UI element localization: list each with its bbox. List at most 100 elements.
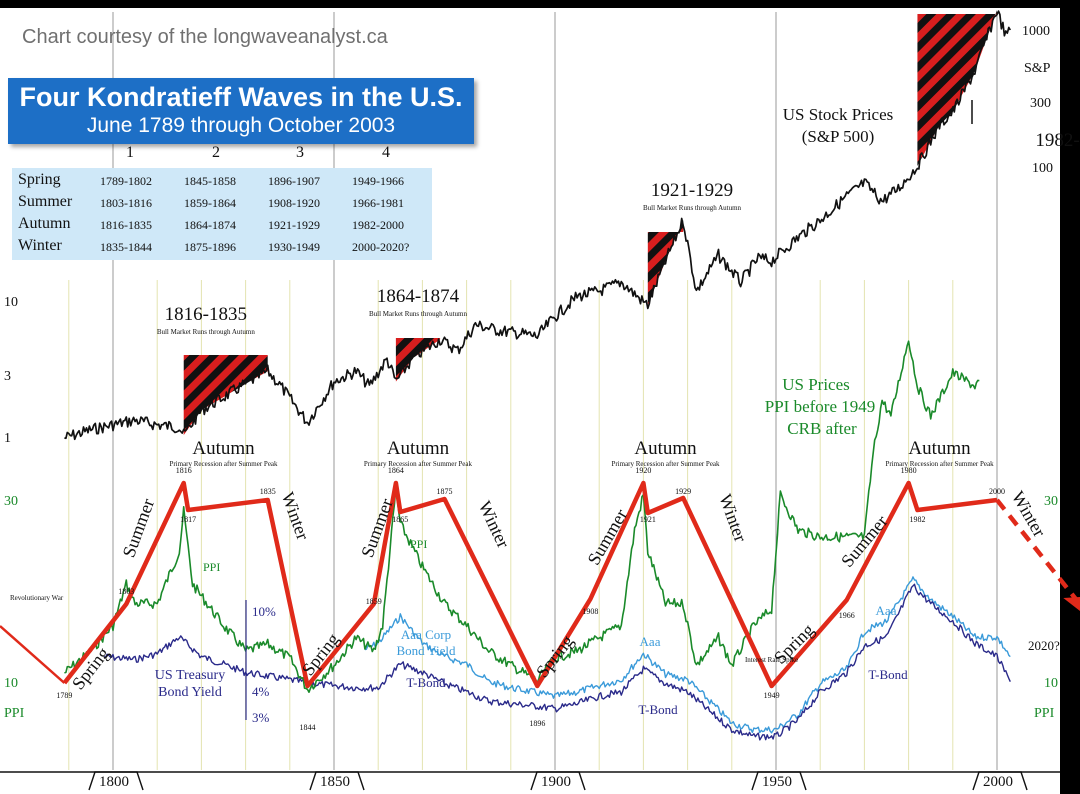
table-cell: 1930-1949 <box>268 240 320 254</box>
bull-market-region <box>917 10 997 166</box>
kwave-year-label: 1920 <box>635 466 651 475</box>
us-prices-label: PPI before 1949 <box>765 397 875 416</box>
primary-recession-note: Primary Recession after Summer Peak <box>364 460 473 468</box>
kwave-forecast <box>995 498 1079 602</box>
table-cell: 1835-1844 <box>100 240 152 254</box>
table-cell: 1864-1874 <box>184 218 236 232</box>
kwave-year-label: 1817 <box>180 515 196 524</box>
kwave-year-label: 1865 <box>392 515 408 524</box>
x-tick-label: 2000 <box>983 774 1013 790</box>
tbond-tag: T-Bond <box>406 675 446 690</box>
primary-recession-note: Primary Recession after Summer Peak <box>885 460 994 468</box>
kwave-lead <box>0 625 66 684</box>
kwave-year-label: 1864 <box>388 466 404 475</box>
series-line-aaa <box>364 576 1011 734</box>
table-cell: 1875-1896 <box>184 240 236 254</box>
x-tick-tab <box>88 771 144 791</box>
table-cell: 1859-1864 <box>184 196 236 210</box>
x-tick-label: 1850 <box>320 774 350 790</box>
left-axis-tick: 30 <box>4 494 18 509</box>
table-season: Spring <box>18 171 61 188</box>
ppi-tag: PPI <box>203 560 220 574</box>
x-tick-label: 1950 <box>762 774 792 790</box>
bull-market-note: Bull Market Runs through Autumn <box>157 328 256 336</box>
chart-credit: Chart courtesy of the longwaveanalyst.ca <box>22 26 388 48</box>
right-axis-tick: 100 <box>1032 161 1053 176</box>
aaa-tag: Aaa <box>640 634 661 649</box>
series-line-tbond <box>103 583 1011 741</box>
series-line-ppi <box>64 340 980 693</box>
bull-market-note: Bull Market Runs through Autumn <box>369 310 468 318</box>
tbond-tag: T-Bond <box>868 667 908 682</box>
kwave-year-label: 1835 <box>260 487 276 496</box>
wave-table: Spring 1789-1802 1845-1858 1896-1907 194… <box>12 168 432 260</box>
kwave-year-label: 1859 <box>366 597 382 606</box>
table-row: Summer 1803-1816 1859-1864 1908-1920 196… <box>12 193 432 215</box>
table-cell: 1816-1835 <box>100 218 152 232</box>
season-label: Autumn <box>908 438 971 459</box>
kwave-year-label: 1929 <box>675 487 691 496</box>
left-axis-label: PPI <box>4 706 25 721</box>
stock-prices-label: US Stock Prices <box>783 105 894 124</box>
table-season: Winter <box>18 237 62 254</box>
table-col-3: 3 <box>296 144 304 161</box>
right-axis-label: PPI <box>1034 706 1055 721</box>
table-cell: 1789-1802 <box>100 174 152 188</box>
left-axis-tick: 3 <box>4 369 11 384</box>
bull-market-label: 1982-2000 <box>1035 130 1080 151</box>
kwave-year-label: 1803 <box>118 587 134 596</box>
table-cell: 1949-1966 <box>352 174 404 188</box>
kwave-year-label: 1980 <box>901 466 917 475</box>
kwave-year-label: 1908 <box>582 607 598 616</box>
x-tick-tab <box>972 771 1028 791</box>
bull-market-region <box>395 338 441 382</box>
kwave-year-label: 1875 <box>437 487 453 496</box>
table-cell: 1921-1929 <box>268 218 320 232</box>
kwave-year-label: 1816 <box>176 466 192 475</box>
bull-market-label: 1921-1929 <box>651 180 733 201</box>
right-axis-tick: 1000 <box>1022 24 1050 39</box>
kwave-year-label: 1921 <box>640 515 656 524</box>
kwave-year-label: 2000 <box>989 487 1005 496</box>
left-axis-tick: 10 <box>4 295 18 310</box>
kwave-year-label: 2020? <box>1028 638 1060 653</box>
title-box: Four Kondratieff Waves in the U.S. June … <box>8 78 474 144</box>
table-cell: 1803-1816 <box>100 196 152 210</box>
kwave-year-label: 1982 <box>909 515 925 524</box>
ppi-tag: PPI <box>410 537 427 551</box>
table-season: Autumn <box>18 215 71 232</box>
yield-axis-tick: 10% <box>252 604 276 619</box>
stock-prices-label: (S&P 500) <box>802 127 875 146</box>
bull-market-label: 1816-1835 <box>165 304 247 325</box>
bull-market-label: 1864-1874 <box>377 286 460 307</box>
series-line-stocks <box>64 10 1012 441</box>
us-treasury-label: Bond Yield <box>158 685 222 700</box>
season-label: Autumn <box>387 438 450 459</box>
left-axis-tick: 10 <box>4 676 18 691</box>
table-cell: 2000-2020? <box>352 240 410 254</box>
yield-axis-tick: 4% <box>252 684 270 699</box>
table-cell: 1908-1920 <box>268 196 320 210</box>
table-col-2: 2 <box>212 144 220 161</box>
kwave-path <box>62 480 998 689</box>
aaa-corp-label: Bond Yield <box>396 643 456 658</box>
right-axis-tick: 10 <box>1044 676 1058 691</box>
kwave-year-label: 1844 <box>299 723 315 732</box>
interest-rate-note: Interest Rate Spike <box>745 656 798 664</box>
table-cell: 1896-1907 <box>268 174 320 188</box>
kwave-year-label: 1966 <box>839 611 855 620</box>
kwave-arrow <box>1063 597 1080 611</box>
left-axis-tick: 1 <box>4 431 11 446</box>
x-tick-label: 1900 <box>541 774 571 790</box>
yield-axis-tick: 3% <box>252 710 270 725</box>
us-prices-label: US Prices <box>782 375 850 394</box>
chart-title: Four Kondratieff Waves in the U.S. <box>19 82 463 112</box>
right-axis-label: S&P <box>1024 61 1051 76</box>
kwave-year-label: 1949 <box>764 691 780 700</box>
table-cell: 1982-2000 <box>352 218 404 232</box>
x-tick-tab <box>309 771 365 791</box>
bull-market-note: Bull Market Runs through Autumn <box>643 204 742 212</box>
bull-market-region <box>647 220 684 305</box>
table-season: Summer <box>18 193 73 210</box>
